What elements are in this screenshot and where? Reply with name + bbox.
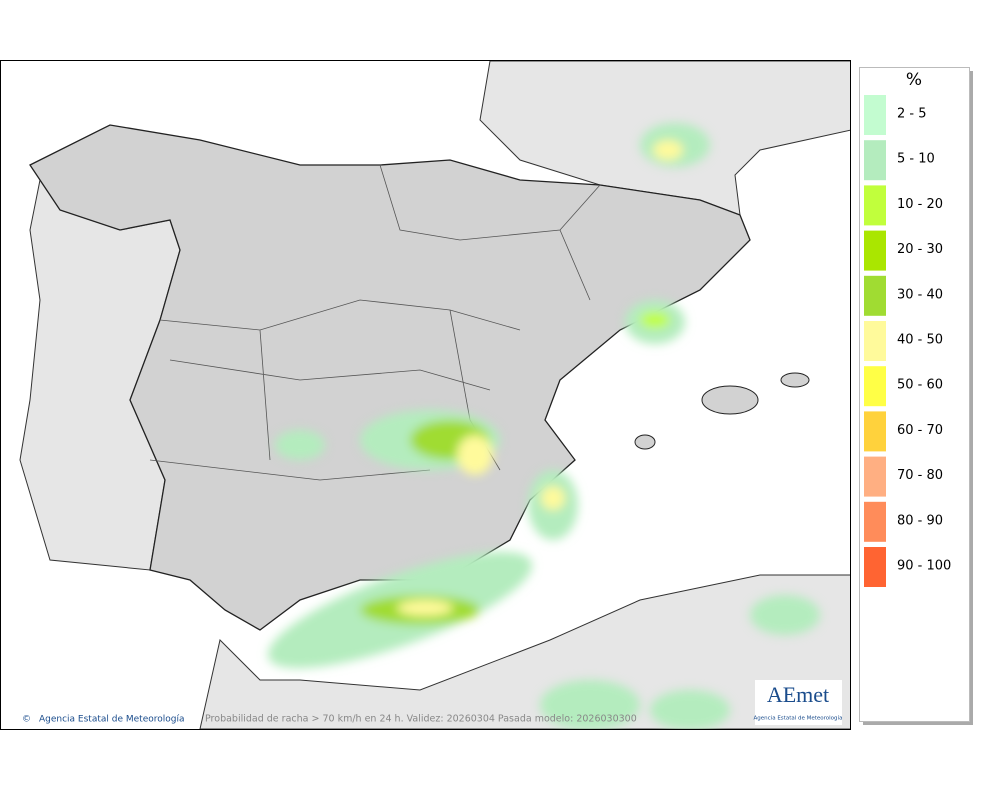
legend-label: 5 - 10 [897,152,935,167]
legend-swatch [864,140,886,181]
legend-label: 90 - 100 [897,559,951,574]
map: © Agencia Estatal de Meteorología Probab… [1,61,850,729]
legend-swatch [864,95,886,135]
map-frame [0,60,851,730]
spain [29,124,751,631]
menorca [780,372,810,388]
legend-label: 20 - 30 [897,242,943,257]
logo-name: AEmet [767,682,829,707]
legend-label: 70 - 80 [897,468,943,483]
logo-box [755,680,842,725]
legend-label: 80 - 90 [897,513,943,528]
caption: Probabilidad de racha > 70 km/h en 24 h.… [205,714,637,725]
mallorca [701,385,759,415]
legend-label: 40 - 50 [897,333,943,348]
legend-label: 50 - 60 [897,378,943,393]
copyright: © [22,715,31,725]
legend-swatch [864,547,886,587]
logo-subtitle: Agencia Estatal de Meteorología [754,715,843,722]
legend-swatch [864,456,886,497]
legend-swatch [864,275,886,316]
legend-label: 10 - 20 [897,197,943,212]
legend-swatch [864,411,886,452]
legend-label: 2 - 5 [897,107,927,122]
legend-swatch [864,230,886,271]
ibiza [634,434,656,450]
legend-swatch [864,321,886,361]
legend-swatch [864,501,886,542]
legend-title: % [906,70,922,90]
legend-label: 60 - 70 [897,423,943,438]
probability-areas [267,123,820,729]
copyright-text: Agencia Estatal de Meteorología [39,715,185,725]
legend-items: 2 - 5 5 - 10 10 - 20 20 - 30 30 - 40 40 - 50 5… [864,95,951,587]
legend-swatch [864,366,886,407]
legend-label: 30 - 40 [897,287,943,302]
legend-swatch [864,185,886,226]
